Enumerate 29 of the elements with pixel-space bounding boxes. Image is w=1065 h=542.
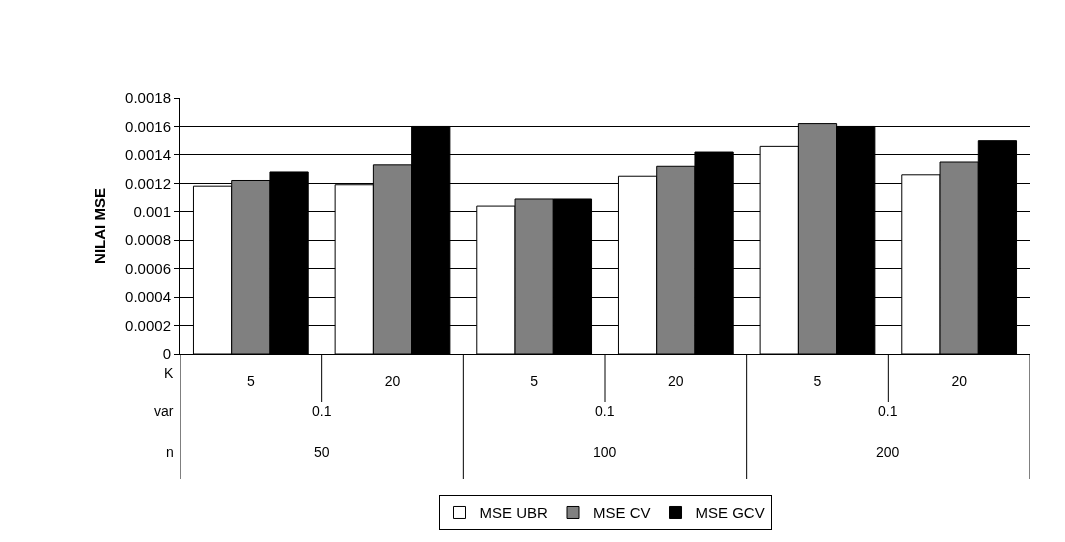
legend-label: MSE GCV <box>695 504 765 522</box>
text: 0.1 <box>312 403 332 419</box>
y-tick-label: 0.0016 <box>125 117 171 135</box>
text: 50 <box>314 444 330 460</box>
y-axis-title: NILAI MSE <box>91 188 109 264</box>
text: 0.1 <box>595 403 615 419</box>
text: n <box>166 444 174 460</box>
text: 0.1 <box>878 403 898 419</box>
x-tick-label: 5 <box>530 372 539 389</box>
y-tick-label: 0.0014 <box>125 146 171 164</box>
x-tick-label: 20 <box>384 372 401 389</box>
x-tick-label: 20 <box>668 372 684 389</box>
x-tick-label: 5 <box>246 372 255 389</box>
y-tick-label: 0.001 <box>133 203 171 221</box>
legend-label: MSE UBR <box>479 504 549 522</box>
x-tick-label: 5 <box>813 372 822 389</box>
x-tick-label: 20 <box>951 372 968 389</box>
text: 100 <box>593 444 617 460</box>
text: 200 <box>876 444 900 460</box>
y-tick-label: 0.0018 <box>125 89 171 107</box>
text: K <box>164 365 174 381</box>
y-tick-label: 0 <box>162 345 171 363</box>
y-tick-label: 0.0002 <box>125 316 171 334</box>
y-tick-label: 0.0004 <box>125 288 171 306</box>
y-tick-label: 0.0012 <box>125 174 171 192</box>
y-tick-label: 0.0008 <box>125 231 171 249</box>
text: var <box>154 403 174 419</box>
y-tick-label: 0.0006 <box>125 259 171 277</box>
legend-label: MSE CV <box>593 504 651 522</box>
